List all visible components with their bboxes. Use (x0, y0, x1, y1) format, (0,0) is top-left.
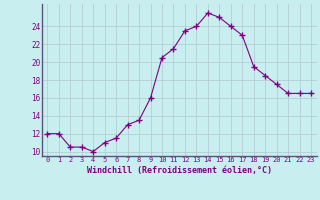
X-axis label: Windchill (Refroidissement éolien,°C): Windchill (Refroidissement éolien,°C) (87, 166, 272, 175)
